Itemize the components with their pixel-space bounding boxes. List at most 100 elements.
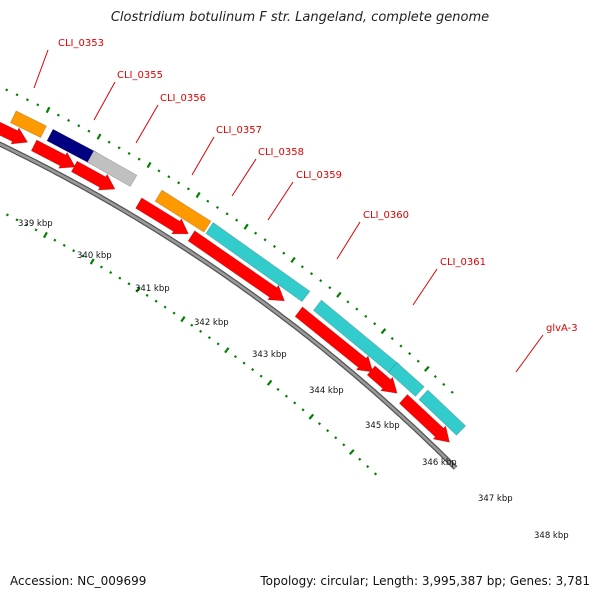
outer-tick xyxy=(5,88,9,92)
outer-tick xyxy=(67,118,71,122)
inner-tick xyxy=(81,254,85,258)
genome-backbone xyxy=(0,141,458,470)
inner-tick xyxy=(5,213,9,217)
inner-tick xyxy=(266,379,273,386)
outer-tick xyxy=(117,146,121,150)
gene-label: CLI_0360 xyxy=(363,210,409,221)
outer-tick xyxy=(87,129,91,133)
inner-tick xyxy=(251,368,255,372)
outer-tick xyxy=(263,238,267,242)
outer-tick xyxy=(364,314,368,318)
gene-label: CLI_0358 xyxy=(258,147,304,158)
callout-line xyxy=(515,334,544,373)
outer-tick xyxy=(310,272,314,276)
inner-tick xyxy=(145,293,149,297)
inner-tick xyxy=(342,443,346,447)
topology-summary: Topology: circular; Length: 3,995,387 bp… xyxy=(260,574,590,588)
outer-tick xyxy=(336,291,342,298)
callout-line xyxy=(33,49,49,89)
outer-tick xyxy=(45,106,51,114)
gene-labels: CLI_0353 CLI_0355 CLI_0356 CLI_0357 CLI_… xyxy=(58,38,578,334)
gene-block xyxy=(154,189,212,233)
outer-tick xyxy=(206,199,210,203)
inner-tick xyxy=(180,316,186,323)
cds-arrow xyxy=(135,197,190,235)
inner-tick xyxy=(224,347,230,354)
outer-tick xyxy=(225,212,229,216)
callout-line xyxy=(93,81,116,121)
outer-tick xyxy=(56,113,60,117)
inner-tick xyxy=(89,258,95,265)
outer-tick-track xyxy=(5,88,454,394)
inner-tick xyxy=(259,374,263,378)
inner-tick xyxy=(53,238,57,242)
inner-tick xyxy=(308,413,315,420)
callout-line xyxy=(412,268,438,306)
inner-tick xyxy=(15,218,19,222)
outer-tick xyxy=(390,336,394,341)
outer-tick xyxy=(107,140,111,144)
outer-tick xyxy=(235,218,239,222)
map-title: Clostridium botulinum F str. Langeland, … xyxy=(110,10,490,25)
gene-label: CLI_0356 xyxy=(160,93,206,104)
kbp-label: 342 kbp xyxy=(194,318,229,328)
outer-tick xyxy=(25,98,29,102)
outer-tick xyxy=(15,93,19,97)
inner-tick-track xyxy=(0,207,378,476)
gene-block xyxy=(205,221,311,303)
outer-tick xyxy=(423,365,430,372)
inner-tick xyxy=(348,449,355,456)
gene-block xyxy=(312,299,401,376)
outer-tick xyxy=(355,307,359,311)
gene-label: CLI_0355 xyxy=(117,70,163,81)
outer-tick xyxy=(300,265,304,269)
inner-tick xyxy=(233,355,237,359)
gene-label: CLI_0361 xyxy=(440,257,486,268)
cds-arrow xyxy=(187,230,286,302)
outer-tick xyxy=(177,181,181,185)
outer-tick xyxy=(433,375,437,379)
kbp-label: 341 kbp xyxy=(135,284,170,294)
inner-tick xyxy=(207,336,211,340)
gene-block xyxy=(418,389,467,436)
outer-tick xyxy=(77,124,81,128)
accession-text: Accession: NC_009699 xyxy=(10,574,147,588)
callout-line xyxy=(336,221,361,260)
kbp-label: 348 kbp xyxy=(534,531,569,541)
inner-tick xyxy=(127,282,131,286)
inner-tick xyxy=(43,231,48,239)
gene-label: CLI_0357 xyxy=(216,125,262,136)
outer-tick xyxy=(290,256,296,263)
outer-tick xyxy=(416,359,420,363)
inner-tick xyxy=(190,323,194,327)
inner-tick xyxy=(154,299,158,303)
inner-tick xyxy=(109,271,113,275)
inner-tick xyxy=(62,243,66,247)
inner-tick xyxy=(118,276,122,280)
backbone-highlight xyxy=(0,142,457,469)
cds-arrow xyxy=(0,121,29,145)
inner-tick xyxy=(163,305,167,309)
inner-tick xyxy=(34,228,38,232)
inner-tick xyxy=(242,361,246,365)
cds-arrow xyxy=(30,139,76,169)
gene-block xyxy=(86,150,138,188)
cds-arrow xyxy=(398,393,451,443)
feature-track xyxy=(0,110,467,443)
inner-tick xyxy=(301,408,305,412)
gene-block xyxy=(46,128,98,165)
inner-tick xyxy=(199,329,203,333)
outer-tick xyxy=(127,151,131,155)
inner-tick xyxy=(317,422,322,426)
gene-label: glvA-3 xyxy=(546,323,578,334)
gene-block xyxy=(9,110,48,139)
outer-tick xyxy=(328,286,332,290)
kbp-label: 345 kbp xyxy=(365,421,400,431)
kbp-label: 343 kbp xyxy=(252,350,287,360)
inner-tick xyxy=(334,436,338,440)
inner-tick xyxy=(135,286,141,293)
outer-tick xyxy=(195,191,201,199)
kbp-label: 340 kbp xyxy=(77,251,112,261)
outer-tick xyxy=(157,169,161,173)
